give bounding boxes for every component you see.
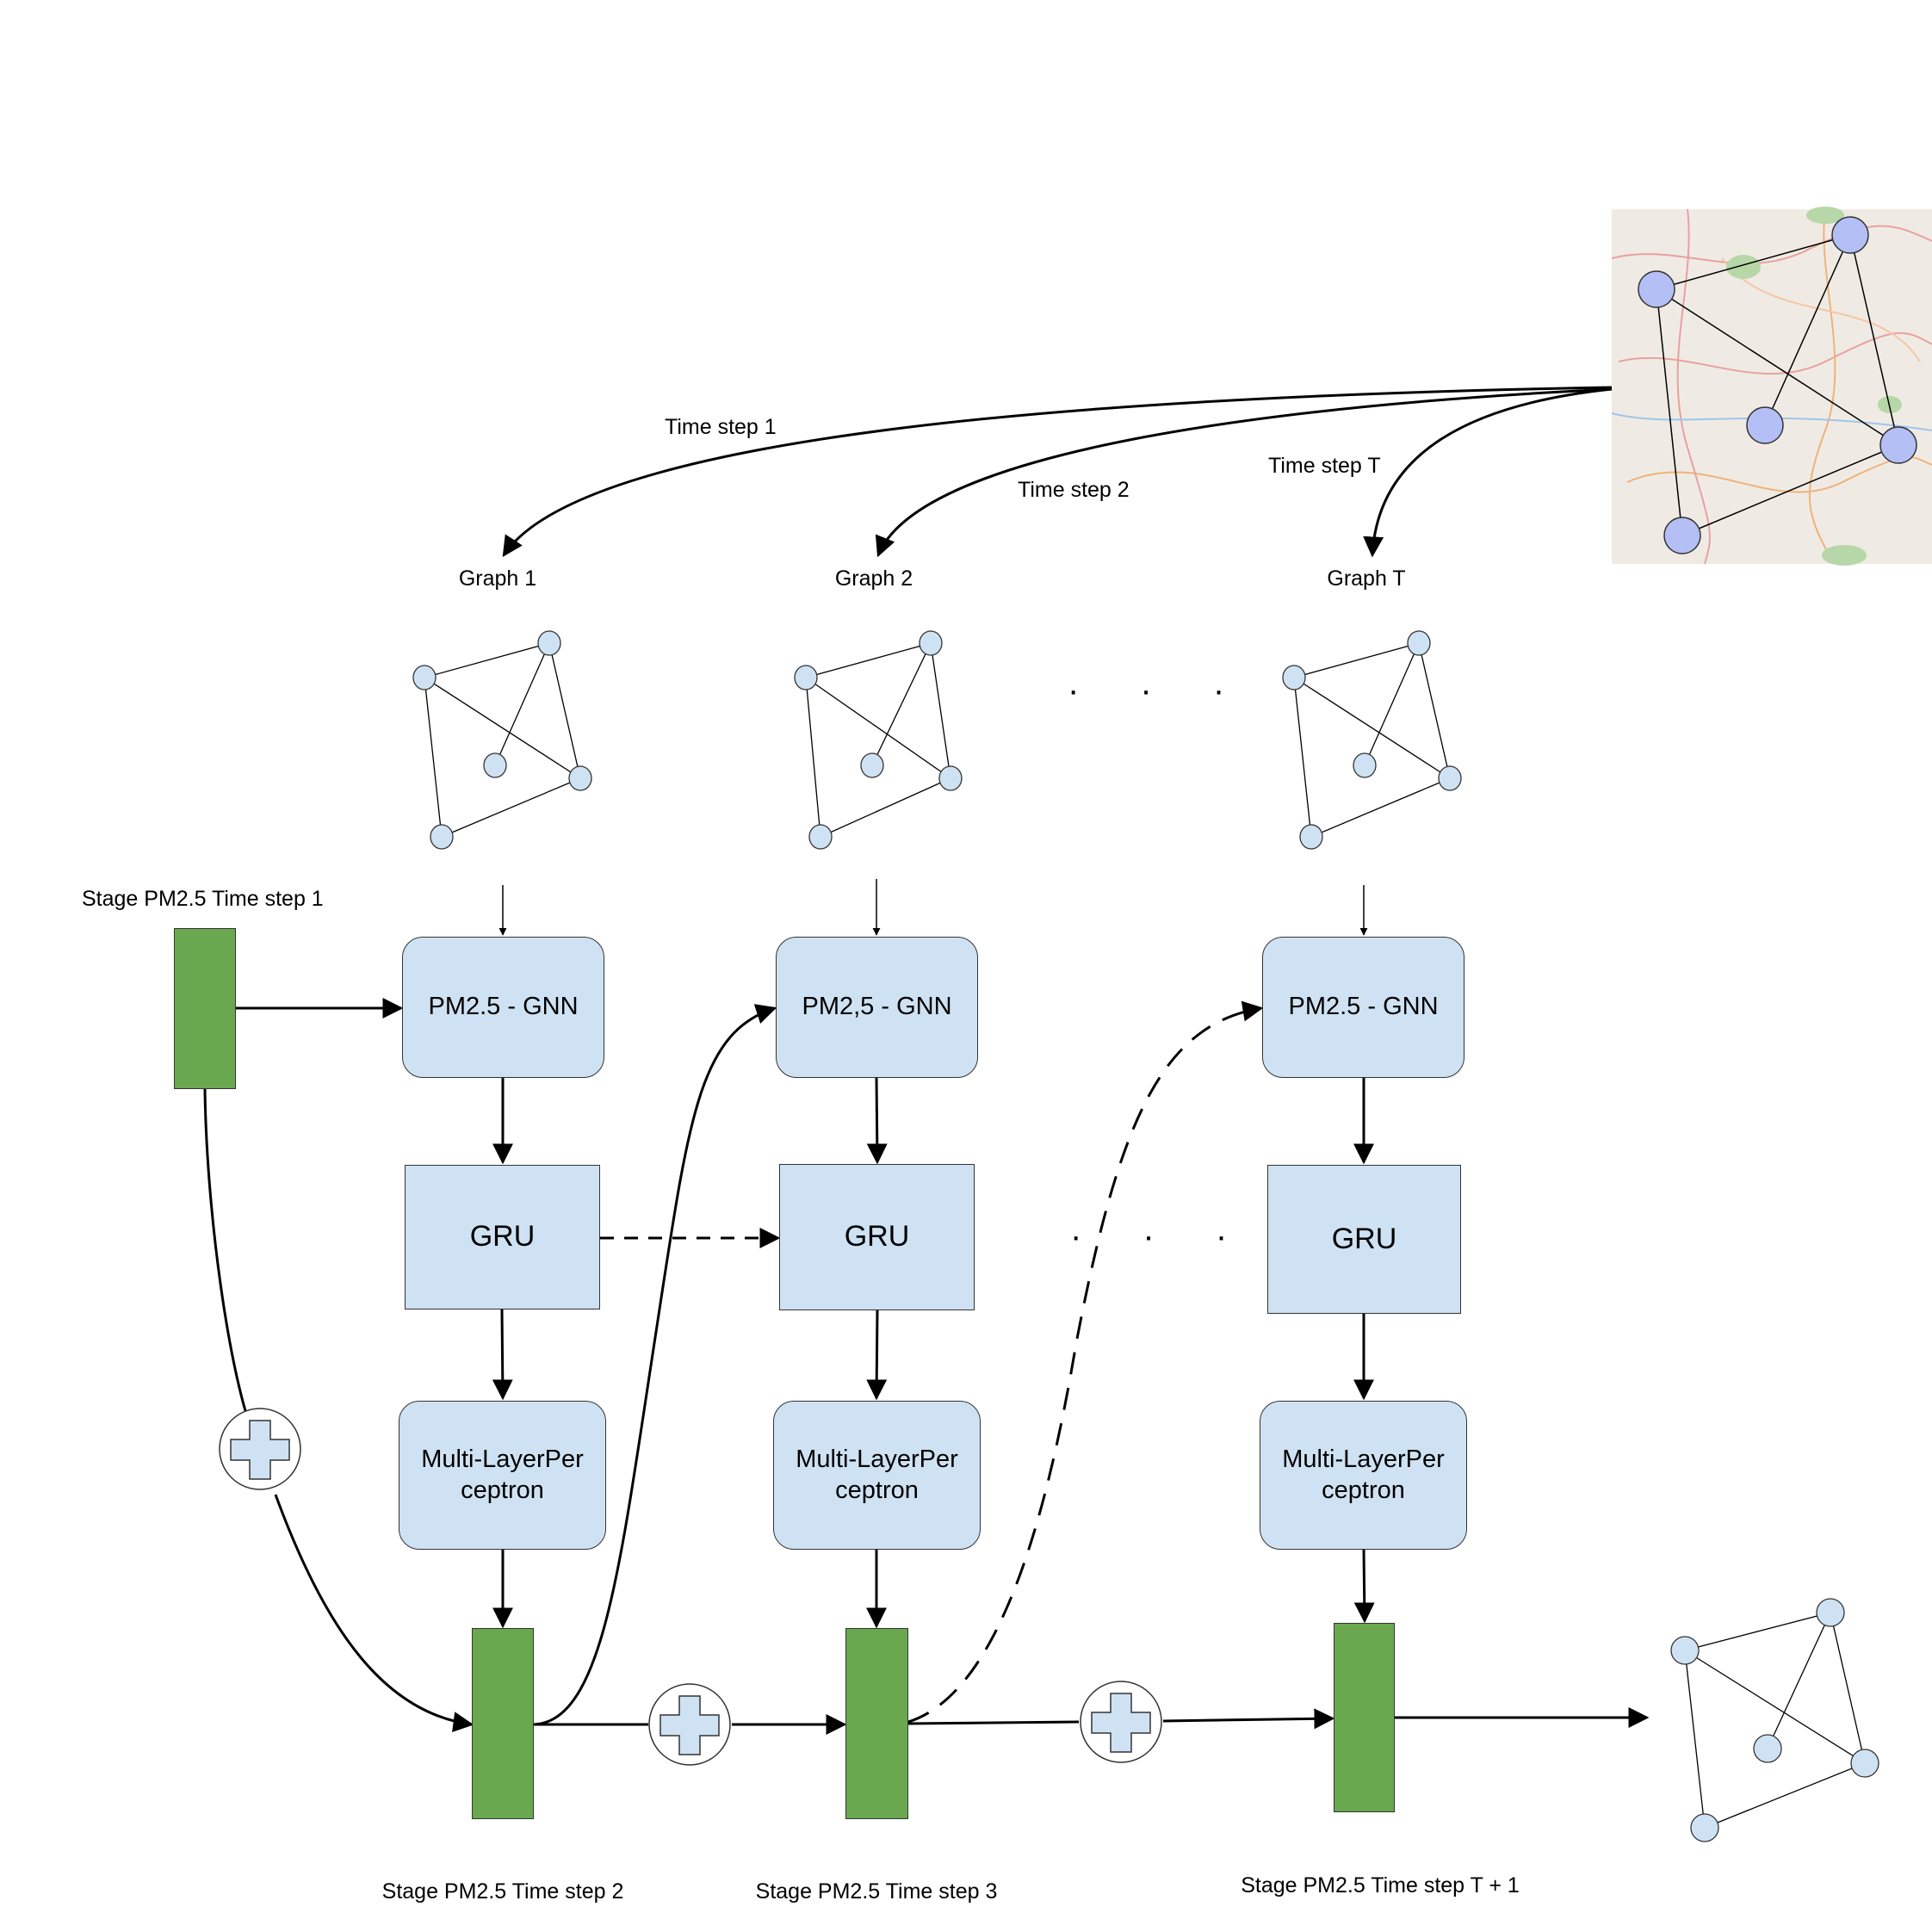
- plus-icon: [1080, 1681, 1162, 1763]
- mlp-box-1: Multi-LayerPer ceptron: [399, 1401, 606, 1550]
- stage-bar-input: [174, 928, 236, 1089]
- gnn-label: PM2.5 - GNN: [1288, 993, 1439, 1021]
- plus-icon: [219, 1408, 301, 1490]
- output-graph-drawing: [1670, 1598, 1879, 1842]
- gru-label: GRU: [1331, 1222, 1397, 1255]
- stage-label-3: Stage PM2.5 Time step 3: [755, 1879, 998, 1904]
- ellipsis-graphs: · · ·: [1068, 672, 1251, 709]
- stage-bar-2: [472, 1628, 534, 1819]
- graph-2-drawing: [794, 630, 963, 850]
- graph-2-label: Graph 2: [834, 566, 913, 591]
- road-map-thumbnail: [1611, 207, 1932, 566]
- gru-box-t: GRU: [1267, 1165, 1461, 1314]
- edge-label-time-step-1: Time step 1: [665, 415, 777, 439]
- arrow-map-to-graph-2: [875, 387, 1613, 558]
- plus-icon: [648, 1683, 731, 1766]
- gru-label: GRU: [469, 1220, 536, 1254]
- gru-box-1: GRU: [405, 1165, 600, 1309]
- gnn-box-2: PM2,5 - GNN: [776, 937, 978, 1078]
- mlp-box-2: Multi-LayerPer ceptron: [773, 1401, 981, 1550]
- edge-label-time-step-2: Time step 2: [1018, 478, 1130, 502]
- gnn-label: PM2.5 - GNN: [428, 993, 579, 1021]
- mlp-label: Multi-LayerPer ceptron: [421, 1446, 584, 1504]
- stage-label-t1: Stage PM2.5 Time step T + 1: [1241, 1873, 1520, 1898]
- gru-box-2: GRU: [779, 1164, 975, 1310]
- stage-label-2: Stage PM2.5 Time step 2: [381, 1879, 624, 1904]
- stage-bar-3: [845, 1628, 908, 1819]
- graph-1-label: Graph 1: [458, 566, 537, 591]
- graph-t-drawing: [1282, 630, 1462, 850]
- mlp-box-t: Multi-LayerPer ceptron: [1260, 1401, 1467, 1550]
- arrow-map-to-graph-1: [502, 386, 1613, 558]
- graph-t-label: Graph T: [1327, 566, 1406, 591]
- gru-label: GRU: [844, 1220, 910, 1254]
- mlp-label: Multi-LayerPer ceptron: [1282, 1446, 1445, 1504]
- arrow-map-to-graph-t: [1363, 387, 1613, 558]
- edge-label-time-step-t: Time step T: [1268, 454, 1381, 478]
- stage-label-input: Stage PM2.5 Time step 1: [82, 887, 324, 911]
- gnn-box-t: PM2.5 - GNN: [1262, 937, 1464, 1078]
- graph-1-drawing: [412, 630, 592, 850]
- gnn-label: PM2,5 - GNN: [802, 993, 952, 1021]
- stage-bar-t1: [1334, 1623, 1395, 1812]
- gnn-box-1: PM2.5 - GNN: [402, 937, 604, 1078]
- mlp-label: Multi-LayerPer ceptron: [796, 1446, 958, 1504]
